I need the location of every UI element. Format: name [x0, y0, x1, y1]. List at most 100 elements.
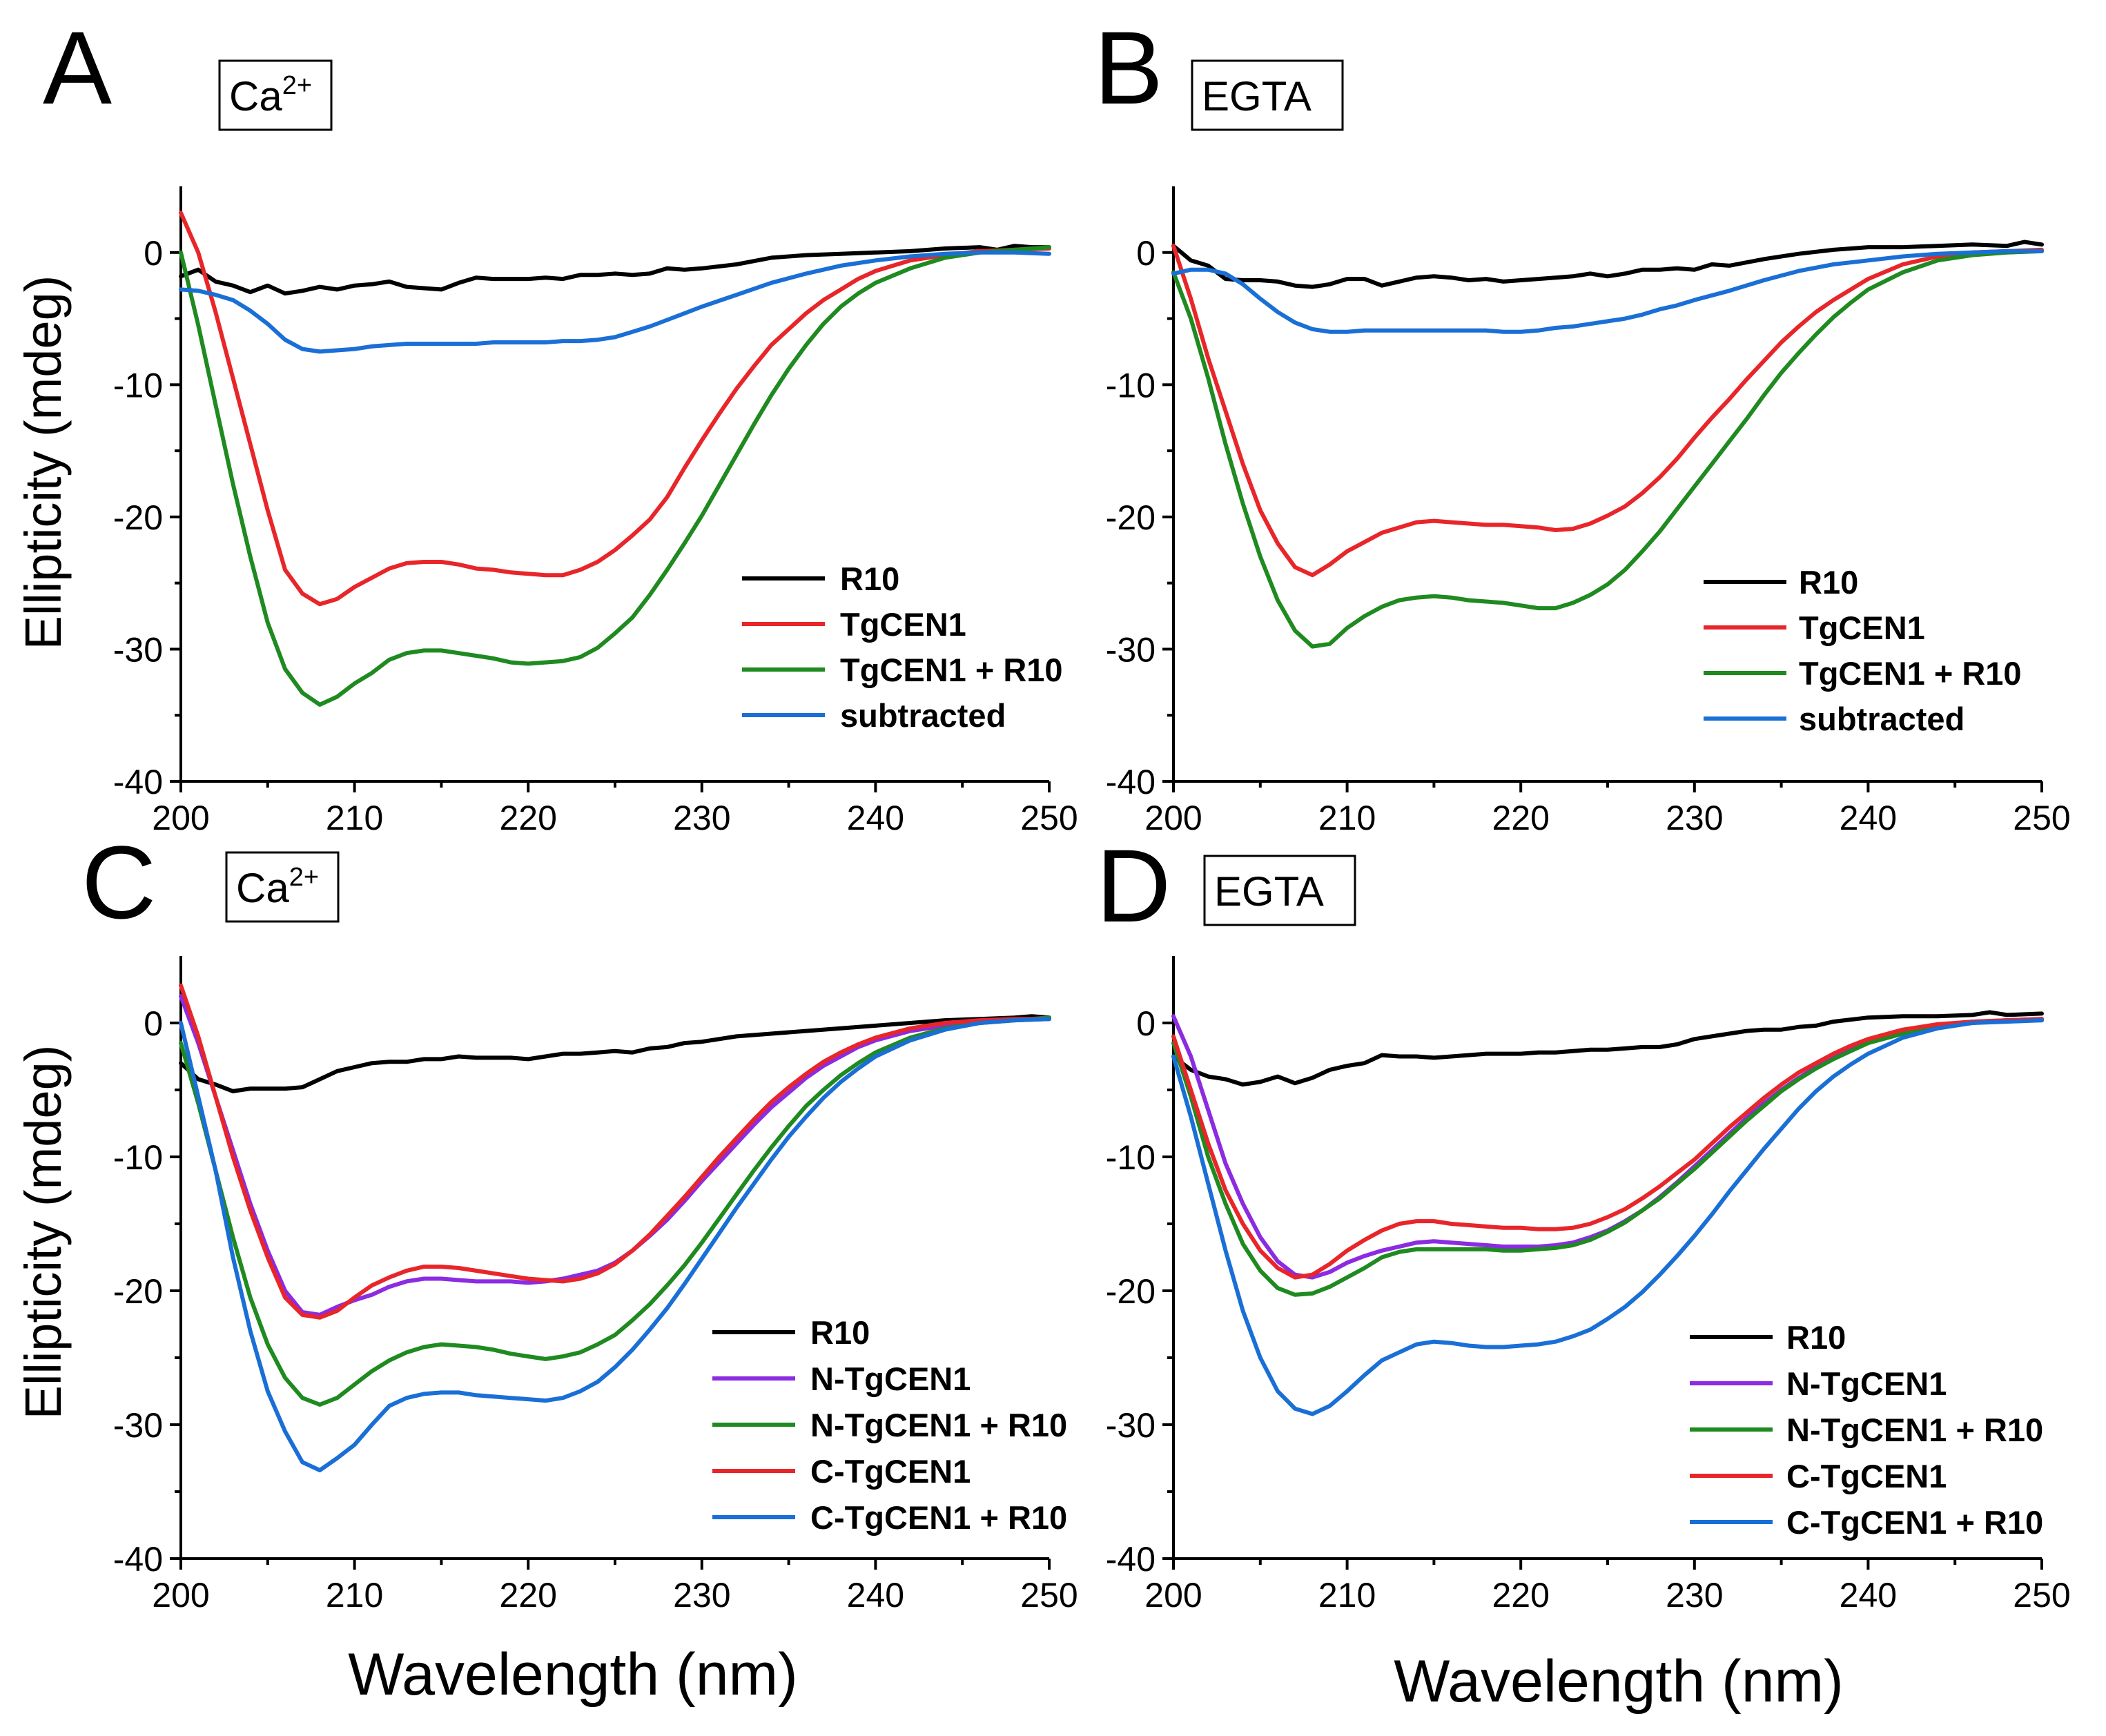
series-line-tgcen1: [1171, 244, 2044, 578]
x-tick-label: 200: [152, 799, 209, 837]
panel-label: A: [43, 10, 112, 126]
x-axis-title-left: Wavelength (nm): [348, 1641, 798, 1708]
x-tick-label: 210: [1318, 799, 1376, 837]
legend-label: N-TgCEN1 + R10: [1786, 1412, 2043, 1448]
y-tick-label: -40: [1106, 763, 1156, 801]
y-tick-label: -20: [1106, 1272, 1156, 1311]
condition-label: EGTA: [1202, 73, 1312, 119]
x-tick-label: 230: [673, 799, 730, 837]
condition-box: [218, 59, 333, 131]
x-tick-label: 240: [847, 799, 904, 837]
y-tick-label: -20: [113, 498, 163, 537]
legend-label: subtracted: [1799, 701, 1964, 737]
series-line-n-tgcen1: [179, 994, 1051, 1317]
x-tick-label: 200: [1144, 799, 1202, 837]
legend-label: TgCEN1: [840, 606, 966, 643]
series-line-r10: [179, 1014, 1051, 1093]
y-tick-label: -20: [113, 1272, 163, 1311]
y-tick-label: 0: [1136, 1004, 1156, 1043]
y-tick-label: -30: [113, 630, 163, 669]
y-tick-label: -40: [1106, 1540, 1156, 1579]
x-tick-label: 250: [1020, 1576, 1078, 1615]
panel-b: B EGTA 200 210 220 230 240 250 0 -10 -20 -30 -40 R10 T…: [1094, 10, 2071, 837]
series-line-subtracted: [179, 250, 1051, 354]
legend-label: TgCEN1 + R10: [1799, 655, 2022, 692]
x-tick-label: 220: [499, 1576, 556, 1615]
condition-box: [1191, 59, 1344, 131]
x-tick-label: 200: [1144, 1576, 1202, 1615]
legend-label: TgCEN1: [1799, 609, 1925, 646]
y-tick-label: -10: [113, 1138, 163, 1177]
series-line-r10: [179, 244, 1051, 296]
legend-label: R10: [1786, 1319, 1846, 1356]
condition-label: Ca2+: [229, 71, 312, 119]
y-tick-label: -30: [1106, 1406, 1156, 1445]
x-tick-label: 220: [1492, 1576, 1549, 1615]
panel-d: D EGTA 200 210 220 230 240 250 0 -10 -20 -30 -40 R10 N…: [1096, 828, 2071, 1615]
x-tick-label: 230: [1666, 799, 1723, 837]
y-tick-label: -10: [1106, 366, 1156, 404]
y-axis-title-top: Ellipticity (mdeg): [14, 275, 72, 650]
legend-label: C-TgCEN1: [810, 1453, 971, 1490]
y-tick-label: 0: [144, 234, 163, 273]
series-line-n-tgcen1-r10: [1171, 1018, 2044, 1297]
series-line-tgcen1: [179, 211, 1051, 607]
x-tick-label: 210: [326, 799, 383, 837]
x-tick-label: 250: [2013, 1576, 2070, 1615]
panel-label: D: [1096, 828, 1171, 944]
x-tick-label: 220: [1492, 799, 1549, 837]
y-tick-label: -30: [113, 1406, 163, 1445]
legend-label: N-TgCEN1 + R10: [810, 1407, 1067, 1443]
y-tick-label: -20: [1106, 498, 1156, 537]
x-tick-label: 240: [1840, 1576, 1897, 1615]
legend-label: C-TgCEN1: [1786, 1458, 1947, 1494]
y-tick-label: -30: [1106, 630, 1156, 669]
legend-label: N-TgCEN1: [810, 1360, 971, 1397]
legend-label: R10: [840, 560, 899, 597]
condition-label: Ca2+: [236, 863, 319, 911]
legend-label: subtracted: [840, 697, 1006, 734]
x-tick-label: 240: [847, 1576, 904, 1615]
x-axis-title-right: Wavelength (nm): [1394, 1648, 1844, 1715]
condition-box: [1203, 855, 1356, 926]
series-line-r10: [1171, 1010, 2044, 1087]
y-tick-label: -40: [113, 1540, 163, 1579]
y-tick-label: -10: [1106, 1138, 1156, 1177]
x-tick-label: 200: [152, 1576, 209, 1615]
panel-label: C: [81, 824, 156, 940]
legend-label: TgCEN1 + R10: [840, 652, 1063, 688]
series-line-c-tgcen1-r10: [179, 1017, 1051, 1472]
series-line-r10: [1171, 240, 2044, 289]
legend-label: C-TgCEN1 + R10: [1786, 1504, 2043, 1541]
y-tick-label: 0: [1136, 234, 1156, 273]
series-line-c-tgcen1: [1171, 1017, 2044, 1280]
series-line-n-tgcen1-r10: [179, 1015, 1051, 1407]
series-line-c-tgcen1-r10: [1171, 1018, 2044, 1416]
legend-label: C-TgCEN1 + R10: [810, 1499, 1067, 1536]
series-line-n-tgcen1: [1171, 1014, 2044, 1280]
x-tick-label: 230: [1666, 1576, 1723, 1615]
panel-a: A Ca2+ 200 210 220 230 240 250 0 -10 -20 -30 -40 R10 T…: [43, 10, 1078, 837]
x-tick-label: 230: [673, 1576, 730, 1615]
y-tick-label: -10: [113, 366, 163, 404]
panel-c: C Ca2+ 200 210 220 230 240 250 0 -10 -20 -30 -40 R10 N…: [81, 824, 1078, 1615]
x-tick-label: 210: [326, 1576, 383, 1615]
legend-label: N-TgCEN1: [1786, 1365, 1947, 1402]
series-line-subtracted: [1171, 248, 2044, 334]
x-tick-label: 210: [1318, 1576, 1376, 1615]
series-line-tgcen1-r10: [179, 245, 1051, 707]
condition-label: EGTA: [1214, 868, 1324, 915]
panel-label: B: [1094, 10, 1163, 126]
condition-box: [225, 851, 340, 923]
x-tick-label: 220: [499, 799, 556, 837]
x-tick-label: 250: [1020, 799, 1078, 837]
legend-label: R10: [810, 1314, 870, 1351]
y-axis-title-bottom: Ellipticity (mdeg): [14, 1045, 72, 1420]
x-tick-label: 250: [2013, 799, 2070, 837]
x-tick-label: 240: [1840, 799, 1897, 837]
y-tick-label: 0: [144, 1004, 163, 1043]
y-tick-label: -40: [113, 763, 163, 801]
series-line-c-tgcen1: [179, 983, 1051, 1320]
legend-label: R10: [1799, 564, 1858, 601]
